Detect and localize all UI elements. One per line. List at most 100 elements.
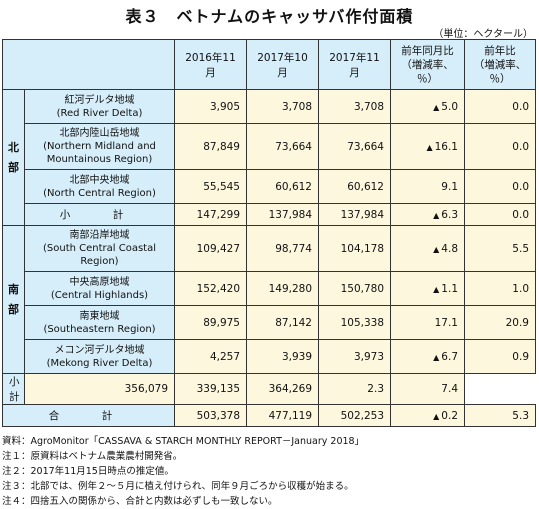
value-yoy: ▲ 4.8 xyxy=(390,225,465,272)
value-yoy: 2.3 xyxy=(318,373,391,405)
region-name-en: (Central Highlands) xyxy=(50,289,149,301)
value-v1: 503,378 xyxy=(174,404,247,427)
value-year-ratio: 1.0 xyxy=(464,271,536,306)
value-yoy: ▲ 1.1 xyxy=(390,271,465,306)
region-name: 南部沿岸地域 (South Central Coastal Region) xyxy=(24,225,175,272)
value-v3: 73,664 xyxy=(318,123,391,170)
table-row: 北部紅河デルタ地域 (Red River Delta) 3,905 3,708 3,70… xyxy=(2,89,536,226)
value-year-ratio: 5.5 xyxy=(464,225,536,272)
notes: 資料：AgroMonitor「CASSAVA & STARCH MONTHLY … xyxy=(2,434,364,509)
table-row: メコン河デルタ地域 (Mekong River Delta) 4,257 3,939 3… xyxy=(3,339,536,374)
value-v1: 109,427 xyxy=(174,225,247,272)
yoy-number: 4.8 xyxy=(441,242,458,255)
yoy-number: 6.7 xyxy=(441,350,458,363)
value-v2: 3,939 xyxy=(246,339,319,374)
value-v1: 4,257 xyxy=(174,339,247,374)
value-v3: 364,269 xyxy=(246,373,319,405)
value-v2: 60,612 xyxy=(246,169,319,204)
region-name: メコン河デルタ地域 (Mekong River Delta) xyxy=(24,339,175,374)
total-label: 合 計 xyxy=(2,404,175,427)
header-row: 2016年11月 2017年10月 2017年11月 前年同月比 （増減率、％）… xyxy=(2,39,536,90)
value-yoy: ▲ 0.2 xyxy=(390,404,465,427)
yoy-number: 1.1 xyxy=(441,282,458,295)
value-yoy: ▲ 6.3 xyxy=(390,203,465,226)
value-yoy: 9.1 xyxy=(390,169,465,204)
region-name: 紅河デルタ地域 (Red River Delta) xyxy=(24,89,175,124)
note-1: 注１：原資料はベトナム農業農村開発省。 xyxy=(2,451,183,462)
value-v3: 150,780 xyxy=(318,271,391,306)
region-name-ja: 中央高原地域 xyxy=(69,276,130,288)
table-row: 中央高原地域 (Central Highlands) 152,420 149,280 1… xyxy=(3,271,536,306)
value-v2: 98,774 xyxy=(246,225,319,272)
value-yoy: ▲ 16.1 xyxy=(390,123,465,170)
area-label-south: 南部 xyxy=(2,225,25,374)
note-4: 注４：四捨五入の関係から、合計と内数は必ずしも一致しない。 xyxy=(2,496,278,507)
region-name-ja: 南東地域 xyxy=(79,310,120,322)
value-v1: 3,905 xyxy=(174,89,247,124)
table-row: 南部 南部沿岸地域 (South Central Coastal Region) 10… xyxy=(2,225,536,374)
value-v1: 147,299 xyxy=(174,203,247,226)
region-name-en: (Red River Delta) xyxy=(56,107,143,119)
value-year-ratio: 20.9 xyxy=(464,305,536,340)
unit-note: （単位：ヘクタール） xyxy=(433,29,533,40)
area-label-north: 北部 xyxy=(2,89,25,226)
note-2: 注２：2017年11月15日時点の推定値。 xyxy=(2,466,174,477)
table-row: 北部中央地域 (North Central Region) 55,545 60,612… xyxy=(3,169,536,204)
col-header-2017-10: 2017年10月 xyxy=(246,39,319,90)
region-name-ja: 南部沿岸地域 xyxy=(69,230,130,241)
note-3: 注３：北部では、例年２～５月に植え付けられ、同年９月ごろから収穫が始まる。 xyxy=(2,481,354,492)
yoy-number: 9.1 xyxy=(441,180,458,193)
value-year-ratio: 0.0 xyxy=(464,123,536,170)
area-char: 南 xyxy=(8,282,19,296)
value-v2: 137,984 xyxy=(246,203,319,226)
value-v3: 3,973 xyxy=(318,339,391,374)
subtotal-label: 小 計 xyxy=(24,203,175,226)
value-year-ratio: 0.9 xyxy=(464,339,536,374)
col-header-yoy: 前年同月比 （増減率、％） xyxy=(390,39,465,90)
yoy-number: 17.1 xyxy=(434,316,458,329)
header-corner xyxy=(2,39,175,90)
value-v1: 152,420 xyxy=(174,271,247,306)
triangle-icon: ▲ xyxy=(433,411,440,421)
yoy-number: 6.3 xyxy=(441,208,458,221)
value-yoy: 17.1 xyxy=(390,305,465,340)
region-name-ja: 北部内陸山岳地域 xyxy=(59,128,140,139)
value-v3: 105,338 xyxy=(318,305,391,340)
yoy-number: 5.0 xyxy=(441,100,458,113)
region-name: 北部中央地域 (North Central Region) xyxy=(24,169,175,204)
value-year-ratio: 0.0 xyxy=(464,89,536,124)
triangle-icon: ▲ xyxy=(426,142,433,152)
subtotal-row: 小 計 147,299 137,984 137,984 ▲ 6.3 0.0 xyxy=(3,203,536,226)
region-name: 北部内陸山岳地域 (Northern Midland and Mountainou… xyxy=(24,123,175,170)
region-name-en: (North Central Region) xyxy=(43,187,156,199)
value-v2: 87,142 xyxy=(246,305,319,340)
note-source: 資料：AgroMonitor「CASSAVA & STARCH MONTHLY … xyxy=(2,436,365,447)
value-v3: 104,178 xyxy=(318,225,391,272)
triangle-icon: ▲ xyxy=(433,352,440,362)
triangle-icon: ▲ xyxy=(433,102,440,112)
value-yoy: ▲ 6.7 xyxy=(390,339,465,374)
region-name-ja: 北部中央地域 xyxy=(69,174,130,186)
value-year-ratio: 0.0 xyxy=(464,169,536,204)
region-name-ja: メコン河デルタ地域 xyxy=(54,344,145,356)
table-row: 北部内陸山岳地域 (Northern Midland and Mountainou… xyxy=(3,123,536,170)
area-char: 部 xyxy=(8,160,19,174)
value-v3: 502,253 xyxy=(318,404,391,427)
value-v1: 55,545 xyxy=(174,169,247,204)
value-v2: 3,708 xyxy=(246,89,319,124)
value-year-ratio: 7.4 xyxy=(390,373,465,405)
region-name-en: (South Central Coastal Region) xyxy=(43,243,156,267)
col-header-2016-11: 2016年11月 xyxy=(174,39,247,90)
value-v2: 149,280 xyxy=(246,271,319,306)
region-name: 中央高原地域 (Central Highlands) xyxy=(24,271,175,306)
subtotal-label: 小 計 xyxy=(2,373,46,405)
value-v3: 3,708 xyxy=(318,89,391,124)
col-header-2017-11: 2017年11月 xyxy=(318,39,391,90)
cassava-area-table: 2016年11月 2017年10月 2017年11月 前年同月比 （増減率、％）… xyxy=(2,39,536,427)
total-row: 合 計 503,378 477,119 502,253 ▲ 0.2 5.3 xyxy=(2,404,536,427)
triangle-icon: ▲ xyxy=(433,210,440,220)
value-v2: 477,119 xyxy=(246,404,319,427)
region-name-en: (Mekong River Delta) xyxy=(46,357,153,369)
triangle-icon: ▲ xyxy=(433,244,440,254)
